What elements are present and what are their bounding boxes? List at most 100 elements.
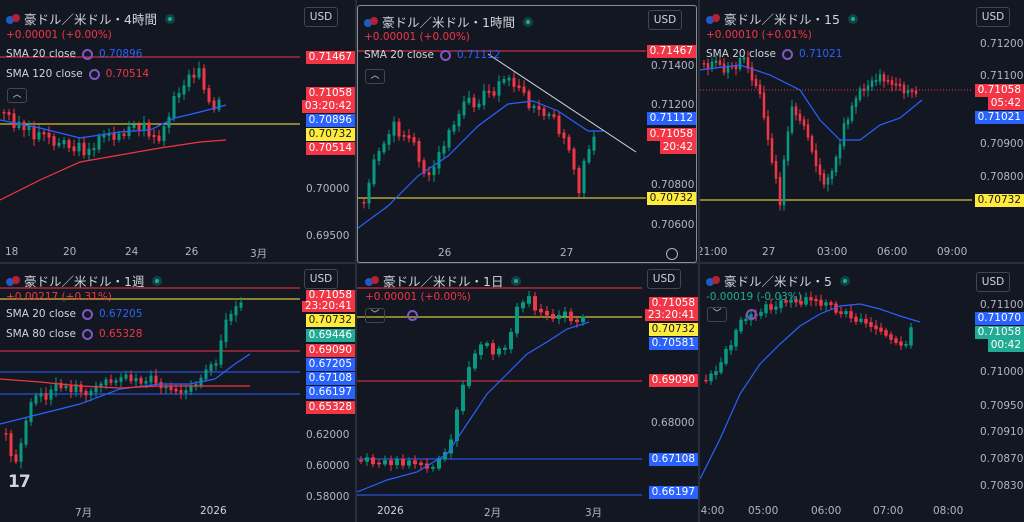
currency-selector[interactable]: USD (304, 7, 338, 27)
collapse-legend-button[interactable]: ︿ (365, 69, 385, 84)
candle-body (204, 369, 208, 380)
candle-body (192, 74, 196, 78)
tradingview-logo[interactable]: 17 (8, 472, 31, 492)
symbol-title[interactable]: 豪ドル／米ドル・1日 (365, 271, 522, 290)
symbol-title[interactable]: 豪ドル／米ドル・1時間 (364, 12, 533, 31)
sma-legend-2[interactable]: SMA 120 close 0.70514 (6, 68, 149, 80)
chart-pane-15m[interactable]: 豪ドル／米ドル・15 +0.00010 (+0.01%) SMA 20 clos… (700, 0, 1024, 262)
chart-canvas[interactable] (358, 6, 697, 263)
candle-body (822, 173, 826, 185)
candle-body (744, 318, 748, 322)
chart-canvas[interactable] (700, 0, 1024, 262)
indicator-settings-icon[interactable] (88, 68, 100, 80)
chart-pane-4h[interactable]: 豪ドル／米ドル・4時間 +0.00001 (+0.00%) SMA 20 clo… (0, 0, 355, 262)
chart-pane-1w[interactable]: 豪ドル／米ドル・1週 +0.00217 (+0.31%) SMA 20 clos… (0, 264, 355, 522)
symbol-title[interactable]: 豪ドル／米ドル・15 (706, 9, 858, 28)
pane-divider-v2[interactable] (698, 0, 700, 522)
sma-label: SMA 20 close (364, 49, 434, 61)
candle-body (854, 316, 858, 322)
chart-canvas[interactable] (700, 264, 1024, 522)
candle-body (437, 457, 441, 469)
candle-body (377, 462, 381, 465)
candle-body (894, 338, 898, 343)
candle-body (786, 131, 790, 161)
candle-body (581, 316, 585, 323)
sma-legend-2[interactable]: SMA 80 close 0.65328 (6, 328, 142, 340)
sma20-line (700, 64, 923, 141)
sma-legend-1[interactable]: SMA 20 close 0.67205 (6, 308, 142, 320)
price-change: +0.00217 (+0.31%) (6, 291, 112, 303)
candle-body (119, 377, 123, 382)
aud-usd-flag-icon (706, 275, 720, 286)
candle-body (829, 302, 833, 305)
candle-body (77, 142, 81, 152)
collapse-legend-button[interactable]: ﹀ (365, 308, 385, 323)
x-tick: 21:00 (700, 246, 728, 258)
indicator-settings-icon[interactable] (746, 309, 757, 320)
symbol-title[interactable]: 豪ドル／米ドル・4時間 (6, 9, 175, 28)
candle-body (704, 379, 708, 382)
trendline[interactable] (487, 53, 637, 153)
candle-body (461, 384, 465, 412)
price-tag: 0.67108 (305, 372, 355, 385)
collapse-legend-button[interactable]: ﹀ (707, 307, 727, 322)
chart-pane-1d[interactable]: 豪ドル／米ドル・1日 +0.00001 (+0.00%) ﹀ USD 0.710… (357, 264, 698, 522)
candle-body (407, 135, 411, 139)
candle-body (473, 353, 477, 369)
candle-body (371, 457, 375, 465)
currency-selector[interactable]: USD (976, 7, 1010, 27)
chart-pane-1h[interactable]: 豪ドル／米ドル・1時間 +0.00001 (+0.00%) SMA 20 clo… (357, 5, 697, 263)
currency-selector[interactable]: USD (647, 269, 681, 289)
symbol-title[interactable]: 豪ドル／米ドル・5 (706, 271, 850, 290)
candle-body (99, 383, 103, 388)
candle-body (521, 302, 525, 309)
pane-divider-h[interactable] (0, 262, 1024, 264)
chart-canvas[interactable] (357, 264, 698, 522)
candle-body (477, 103, 481, 108)
chart-pane-5m[interactable]: 豪ドル／米ドル・5 -0.00019 (-0.03%) ﹀ USD 0.7110… (700, 264, 1024, 522)
candle-body (427, 172, 431, 176)
indicator-settings-icon[interactable] (82, 48, 93, 60)
candle-body (592, 136, 596, 151)
candle-body (522, 86, 526, 93)
indicator-settings-icon[interactable] (407, 310, 418, 321)
y-tick: 0.58000 (306, 491, 350, 503)
sma-legend-1[interactable]: SMA 20 close 0.70896 (6, 48, 142, 60)
candle-body (750, 67, 754, 81)
settings-gear-icon[interactable] (666, 248, 678, 260)
candle-body (467, 367, 471, 387)
candle-body (365, 457, 369, 462)
indicator-settings-icon[interactable] (82, 328, 93, 340)
candle-body (382, 143, 386, 153)
sma-line (700, 303, 921, 480)
indicator-settings-icon[interactable] (440, 49, 451, 61)
chart-canvas[interactable] (0, 264, 355, 522)
candle-body (718, 60, 722, 65)
collapse-legend-button[interactable]: ︿ (7, 88, 27, 103)
candle-body (826, 177, 830, 185)
sma-legend-1[interactable]: SMA 20 close 0.71112 (364, 49, 500, 61)
candle-body (407, 460, 411, 466)
indicator-settings-icon[interactable] (782, 48, 793, 60)
currency-selector[interactable]: USD (976, 272, 1010, 292)
candle-body (164, 386, 168, 389)
candle-body (575, 319, 579, 323)
sma-value: 0.70514 (105, 68, 150, 80)
pane-divider-v1[interactable] (355, 0, 357, 522)
symbol-label: 豪ドル／米ドル・1週 (24, 274, 145, 289)
price-tag: 0.71058 (974, 326, 1024, 339)
indicator-settings-icon[interactable] (82, 308, 93, 320)
candle-body (52, 136, 56, 146)
price-tag: 0.71467 (646, 45, 696, 58)
currency-selector[interactable]: USD (648, 10, 682, 30)
candle-body (402, 135, 406, 137)
symbol-title[interactable]: 豪ドル／米ドル・1週 (6, 271, 163, 290)
currency-selector[interactable]: USD (304, 269, 338, 289)
sma-legend-1[interactable]: SMA 20 close 0.71021 (706, 48, 842, 60)
aud-usd-flag-icon (706, 13, 720, 24)
aud-usd-flag-icon (6, 275, 20, 286)
x-tick: 2026 (377, 505, 404, 517)
x-tick: 27 (762, 246, 776, 258)
candle-body (839, 311, 843, 315)
chart-canvas[interactable] (0, 0, 355, 262)
